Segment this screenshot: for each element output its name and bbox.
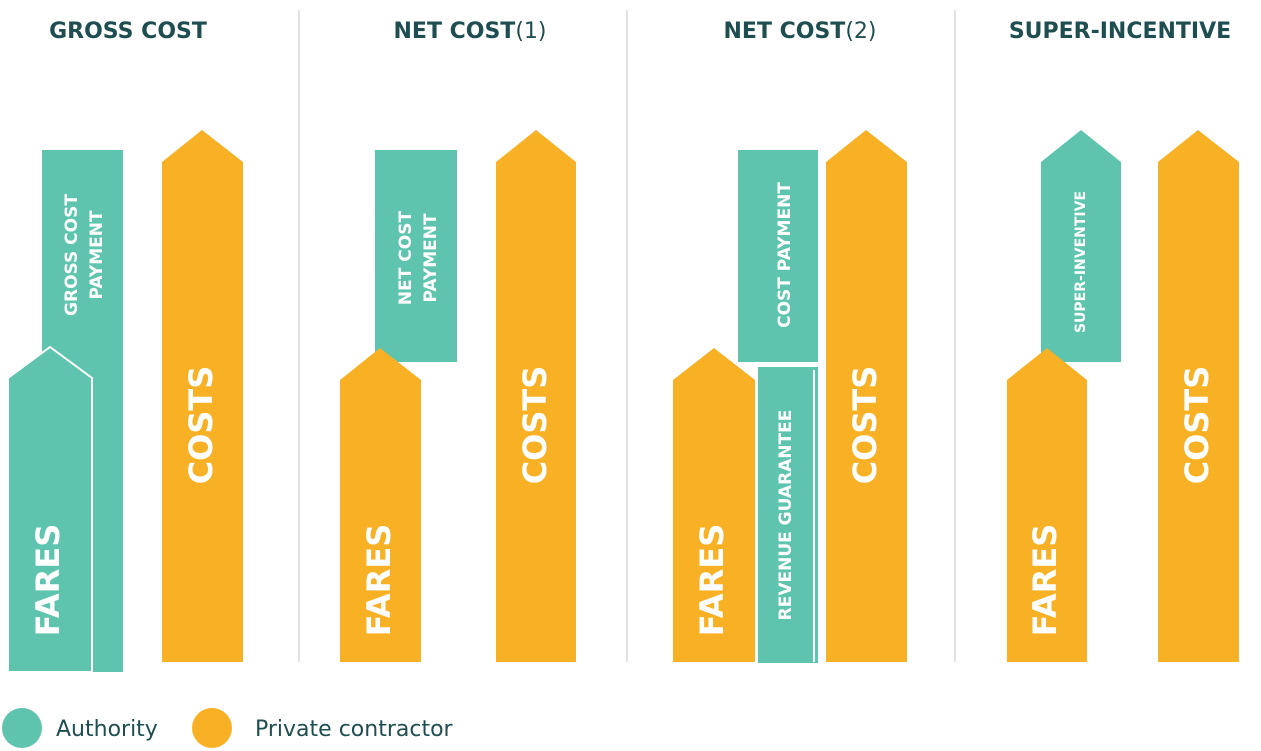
block [375, 150, 457, 362]
block-label: COST PAYMENT [775, 182, 795, 328]
block-label: FARES [29, 524, 67, 637]
block-label: SUPER-INVENTIVE [1073, 191, 1089, 333]
block [738, 150, 818, 362]
panel-title: SUPER-INCENTIVE [1009, 19, 1231, 44]
block [162, 130, 243, 662]
block [1158, 130, 1239, 662]
block [826, 130, 907, 662]
block [7, 345, 93, 673]
block-label: FARES [360, 524, 398, 637]
block-label: COSTS [846, 366, 884, 485]
panel-title: NET COST(1) [394, 19, 547, 44]
block [340, 348, 421, 662]
legend-swatch [2, 708, 42, 748]
panel-title: NET COST(2) [724, 19, 877, 44]
block [756, 365, 820, 665]
block-label: FARES [693, 524, 731, 637]
block-label: GROSS COST PAYMENT [62, 194, 107, 316]
block [496, 130, 576, 662]
block-label: COSTS [182, 366, 220, 485]
block-label: COSTS [516, 366, 554, 485]
legend-label: Authority [56, 717, 158, 742]
panel-title: GROSS COST [49, 19, 207, 44]
block-label: FARES [1026, 524, 1064, 637]
block [1041, 130, 1121, 362]
block-label: REVENUE GUARANTEE [776, 410, 796, 621]
legend-label: Private contractor [255, 717, 454, 742]
block [673, 348, 755, 662]
block-label: NET COST PAYMENT [396, 211, 441, 306]
legend-swatch [192, 708, 232, 748]
block-label: COSTS [1178, 366, 1216, 485]
block [1007, 348, 1087, 662]
